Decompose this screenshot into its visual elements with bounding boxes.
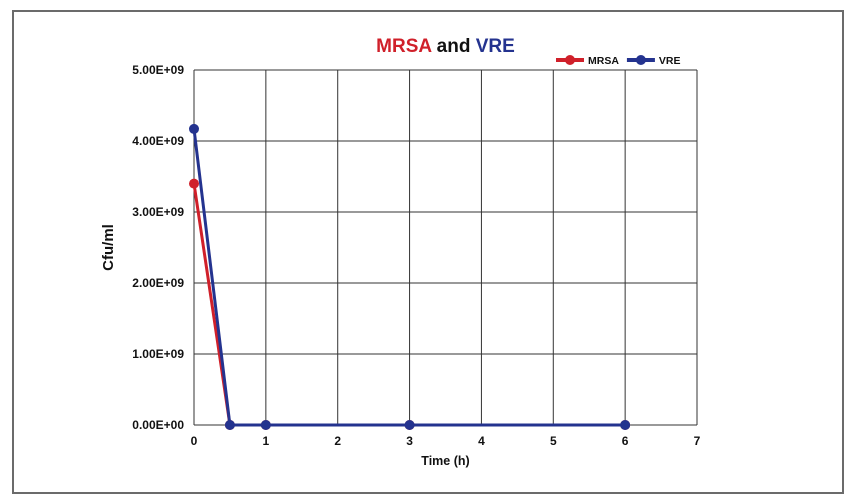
- data-point-vre: [224, 420, 235, 430]
- legend-label: MRSA: [588, 55, 619, 67]
- x-tick-label: 6: [622, 434, 629, 448]
- chart-title: MRSA and VRE: [376, 36, 515, 57]
- y-tick-label: 1.00E+09: [132, 347, 184, 361]
- x-tick-label: 0: [191, 434, 198, 448]
- legend-marker-vre: [635, 55, 646, 65]
- y-tick-label: 0.00E+00: [132, 418, 184, 432]
- legend-label: VRE: [659, 55, 681, 67]
- data-point-mrsa: [189, 178, 199, 189]
- y-tick-label: 3.00E+09: [132, 205, 184, 219]
- x-tick-label: 1: [263, 434, 270, 448]
- chart-frame: [12, 10, 844, 494]
- x-tick-label: 3: [406, 434, 413, 448]
- x-axis-label: Time (h): [421, 454, 469, 468]
- chart-title-part: MRSA: [376, 36, 432, 57]
- legend-marker-mrsa: [565, 55, 575, 65]
- chart-title-part: and: [431, 36, 475, 57]
- x-tick-label: 2: [334, 434, 341, 448]
- x-tick-label: 7: [694, 434, 701, 448]
- y-tick-label: 4.00E+09: [132, 134, 184, 148]
- x-tick-label: 5: [550, 434, 557, 448]
- data-point-vre: [620, 420, 631, 430]
- y-axis-label: Cfu/ml: [100, 224, 117, 271]
- data-point-vre: [260, 420, 271, 430]
- x-tick-label: 4: [478, 434, 485, 448]
- y-tick-label: 5.00E+09: [132, 63, 184, 77]
- chart-title-part: VRE: [476, 36, 515, 57]
- data-point-vre: [189, 123, 199, 134]
- y-tick-label: 2.00E+09: [132, 276, 184, 290]
- data-point-vre: [404, 420, 415, 430]
